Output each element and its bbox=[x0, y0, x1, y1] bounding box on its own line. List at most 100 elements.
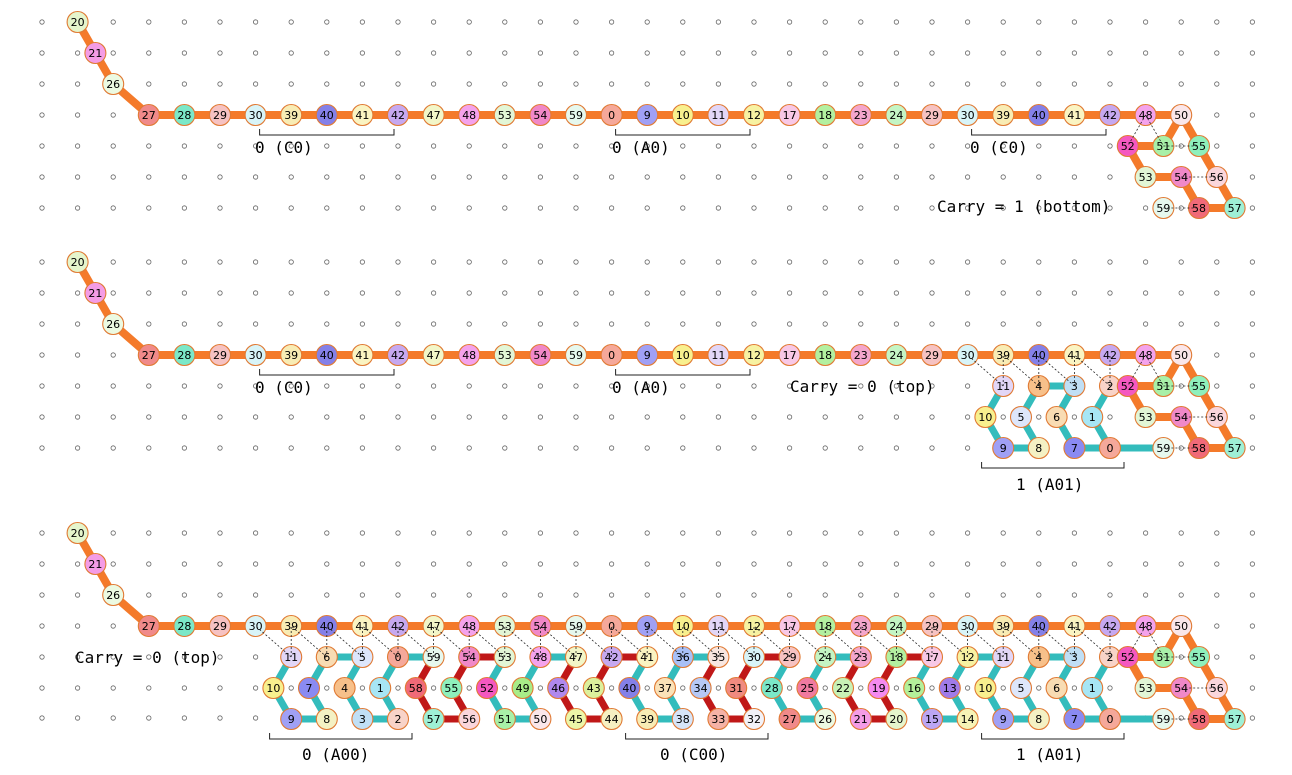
grid-dot bbox=[110, 50, 116, 56]
grid-dot bbox=[395, 19, 401, 25]
bead-42: 42 bbox=[386, 614, 410, 638]
grid-dot bbox=[466, 383, 472, 389]
grid-dot bbox=[1071, 530, 1078, 536]
bead-4: 4 bbox=[333, 676, 356, 700]
grid-dot bbox=[217, 290, 223, 296]
bead-44: 44 bbox=[600, 707, 623, 731]
grid-dot bbox=[537, 445, 544, 451]
grid-dot bbox=[430, 321, 437, 327]
bead-9: 9 bbox=[636, 103, 659, 127]
grid-dot bbox=[502, 414, 508, 420]
grid-dot bbox=[858, 81, 864, 87]
grid-dot bbox=[573, 561, 579, 567]
svg-text:47: 47 bbox=[427, 349, 441, 362]
bead-28: 28 bbox=[173, 343, 196, 367]
grid-dot bbox=[430, 19, 437, 25]
grid-dot bbox=[680, 143, 686, 149]
grid-dot bbox=[359, 592, 365, 598]
grid-dot bbox=[110, 259, 116, 265]
bead-21: 21 bbox=[84, 281, 107, 305]
grid-dot bbox=[110, 445, 116, 451]
grid-dot bbox=[324, 290, 330, 296]
grid-dot bbox=[502, 561, 508, 567]
grid-dot bbox=[929, 592, 935, 598]
svg-text:21: 21 bbox=[88, 47, 102, 60]
grid-dot bbox=[110, 623, 116, 629]
svg-text:0: 0 bbox=[1107, 713, 1114, 726]
grid-dot bbox=[110, 174, 116, 180]
group-bracket bbox=[981, 462, 1125, 469]
grid-dot bbox=[466, 445, 472, 451]
svg-text:33: 33 bbox=[711, 713, 725, 726]
grid-dot bbox=[858, 174, 864, 180]
grid-dot bbox=[1036, 685, 1042, 691]
grid-dot bbox=[1107, 414, 1113, 420]
bead-10: 10 bbox=[974, 405, 997, 429]
svg-text:12: 12 bbox=[747, 620, 761, 633]
bead-53: 53 bbox=[1134, 676, 1157, 700]
bead-18: 18 bbox=[814, 103, 837, 127]
grid-dot bbox=[573, 290, 579, 296]
grid-dot bbox=[181, 50, 187, 56]
svg-text:51: 51 bbox=[1156, 380, 1170, 393]
svg-text:42: 42 bbox=[1103, 109, 1117, 122]
bead-10: 10 bbox=[974, 676, 997, 700]
grid-dot bbox=[680, 530, 686, 536]
grid-dot bbox=[822, 445, 828, 451]
grid-dot bbox=[253, 383, 259, 389]
grid-dot bbox=[1249, 623, 1256, 629]
grid-dot bbox=[395, 530, 401, 536]
svg-text:26: 26 bbox=[106, 78, 120, 91]
bead-27: 27 bbox=[137, 343, 160, 367]
svg-text:19: 19 bbox=[872, 682, 886, 695]
bead-10: 10 bbox=[262, 676, 285, 700]
grid-dot bbox=[680, 592, 686, 598]
grid-dot bbox=[1143, 19, 1149, 25]
svg-text:23: 23 bbox=[854, 620, 868, 633]
grid-dot bbox=[1000, 259, 1006, 265]
bead-7: 7 bbox=[1063, 436, 1086, 460]
grid-dot bbox=[324, 143, 330, 149]
svg-text:30: 30 bbox=[249, 620, 263, 633]
grid-dot bbox=[1143, 561, 1149, 567]
grid-dot bbox=[502, 383, 508, 389]
grid-dot bbox=[146, 19, 152, 25]
bead-7: 7 bbox=[297, 676, 321, 700]
grid-dot bbox=[1249, 112, 1256, 118]
bead-39: 39 bbox=[280, 103, 303, 127]
grid-dot bbox=[1071, 50, 1078, 56]
grid-dot bbox=[929, 259, 935, 265]
grid-dot bbox=[715, 445, 722, 451]
grid-dot bbox=[288, 50, 294, 56]
bead-19: 19 bbox=[867, 676, 890, 700]
svg-text:5: 5 bbox=[1018, 411, 1025, 424]
svg-text:54: 54 bbox=[1174, 171, 1188, 184]
grid-dot bbox=[110, 561, 116, 567]
grid-dot bbox=[893, 685, 900, 691]
grid-dot bbox=[75, 143, 81, 149]
grid-dot bbox=[253, 290, 259, 296]
grid-dot bbox=[395, 259, 401, 265]
grid-dot bbox=[146, 174, 152, 180]
grid-dot bbox=[644, 530, 650, 536]
grid-dot bbox=[573, 174, 579, 180]
grid-dot bbox=[1000, 81, 1006, 87]
bead-33: 33 bbox=[707, 707, 730, 731]
svg-text:38: 38 bbox=[676, 713, 690, 726]
grid-dot bbox=[644, 321, 650, 327]
svg-text:50: 50 bbox=[1174, 349, 1188, 362]
grid-dot bbox=[644, 383, 650, 389]
grid-dot bbox=[1178, 592, 1184, 598]
grid-dot bbox=[288, 259, 294, 265]
grid-dot bbox=[146, 715, 152, 721]
grid-dot bbox=[466, 592, 472, 598]
grid-dot bbox=[929, 81, 935, 87]
bead-9: 9 bbox=[636, 343, 659, 367]
grid-dot bbox=[217, 445, 223, 451]
grid-dot bbox=[1249, 321, 1256, 327]
panel-3: 1110967854301259585754555653525148495047… bbox=[66, 521, 1246, 740]
grid-dot bbox=[466, 414, 472, 420]
grid-dot bbox=[893, 321, 900, 327]
grid-dot bbox=[502, 290, 508, 296]
bead-20: 20 bbox=[885, 707, 908, 731]
